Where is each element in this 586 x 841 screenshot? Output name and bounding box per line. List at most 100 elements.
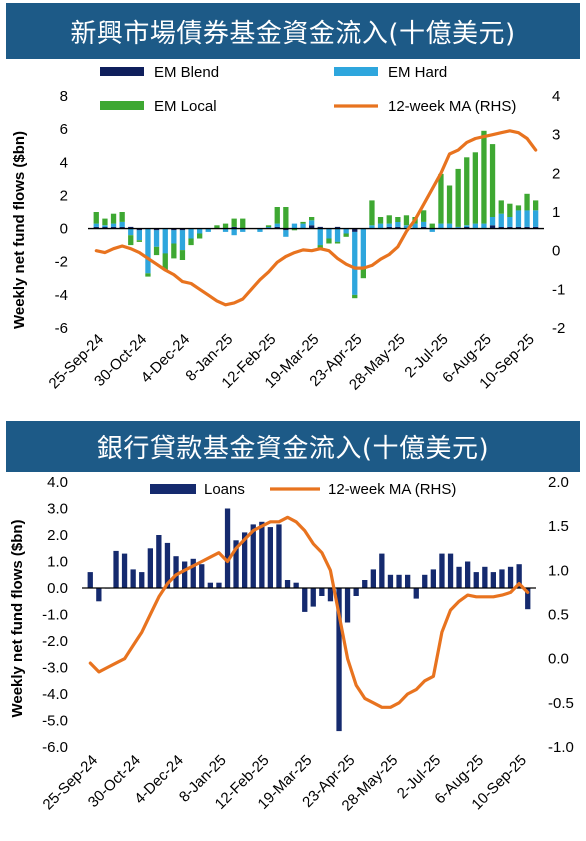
y2-tick-label: 0.0 [548, 651, 569, 668]
bar-loans [379, 553, 385, 588]
bar-em-local [309, 217, 315, 221]
ma-line [88, 515, 530, 709]
bar-loans [507, 566, 514, 588]
bar-em-local [438, 173, 444, 224]
bar-em-local [162, 253, 168, 270]
bar-em-hard [283, 230, 289, 237]
bar-loans [353, 588, 359, 596]
bar-em-local [360, 268, 366, 279]
bar-loans [156, 535, 162, 588]
bar-em-blend [334, 226, 341, 229]
bar-em-hard [309, 220, 315, 226]
bar-em-local [119, 212, 125, 222]
bar-loans [499, 569, 505, 588]
bar-em-blend [489, 225, 496, 229]
bar-em-hard [153, 230, 160, 247]
y-tick-label: -4.0 [42, 686, 68, 703]
bar-em-blend [102, 226, 108, 229]
bar-loans [147, 548, 153, 589]
bank-loan-flows-chart: -6.0 -5.0 -4.0 -3.0 -2.0 -1.0 0.0 1.0 2.0 3.0 4.0 -… [9, 474, 574, 815]
bar-em-hard [507, 217, 513, 227]
chart-title-em-bond-flows: 新興市場債券基金資金流入(十億美元) [6, 3, 580, 59]
bar-em-hard [136, 230, 142, 241]
bar-em-hard [438, 223, 444, 229]
bar-em-local [507, 203, 513, 217]
bar-em-hard [412, 223, 418, 229]
y2-tick-label: 1.0 [548, 562, 569, 579]
bar-loans [490, 572, 496, 588]
bar-em-local [395, 217, 401, 222]
y2-tick-label: -1.0 [548, 739, 574, 756]
bar-loans [113, 550, 119, 588]
bar-em-hard [128, 228, 134, 236]
bar-em-hard [533, 210, 539, 227]
bar-em-blend [128, 226, 134, 229]
bar-em-local [343, 233, 349, 237]
bar-loans [362, 580, 368, 588]
bar-loans [310, 588, 316, 607]
bar-loans [259, 521, 265, 589]
y-tick-label: 8 [60, 88, 68, 105]
bar-loans [284, 580, 291, 588]
bar-em-hard [119, 221, 125, 227]
bar-em-local [291, 228, 298, 231]
legend-label: 12-week MA (RHS) [328, 481, 456, 498]
bar-loans [473, 572, 479, 588]
bar-loans [405, 574, 411, 589]
bar-em-hard [395, 221, 401, 227]
bar-loans [525, 588, 531, 610]
y-tick-label: 4.0 [47, 474, 68, 491]
bar-em-local [326, 238, 332, 244]
bar-em-hard [257, 228, 263, 232]
bar-em-blend [93, 226, 99, 229]
bar-em-local [265, 225, 272, 227]
bar-em-hard [403, 225, 410, 229]
bar-loans [87, 572, 93, 588]
bar-em-hard [472, 223, 478, 229]
bar-em-local [446, 185, 453, 224]
bar-em-hard [343, 228, 349, 234]
bar-em-hard [265, 226, 272, 229]
bar-em-blend [507, 226, 513, 229]
y2-tick-label: -0.5 [548, 695, 574, 712]
bar-em-local [334, 241, 341, 244]
bar-loans [276, 524, 282, 588]
bar-loans [130, 569, 136, 588]
bar-loans [430, 569, 436, 588]
bar-loans [413, 588, 419, 599]
bar-em-local [128, 235, 134, 246]
bar-loans [139, 572, 145, 588]
legend-swatch [100, 101, 144, 110]
y-tick-label: 4 [60, 154, 68, 171]
bar-loans [250, 524, 256, 588]
bar-loans [447, 553, 454, 588]
bar-em-blend [283, 228, 289, 231]
bar-em-local [110, 213, 117, 224]
bar-em-hard [110, 223, 117, 227]
bar-em-hard [291, 223, 298, 229]
bar-em-local [369, 200, 375, 226]
legend-label: EM Hard [388, 64, 447, 81]
y-tick-label: -1.0 [42, 607, 68, 624]
bar-em-hard [369, 225, 375, 229]
legend-label: 12-week MA (RHS) [388, 98, 516, 115]
bar-loans [516, 564, 522, 588]
bar-em-blend [153, 228, 160, 231]
bar-loans [121, 553, 128, 588]
bar-em-hard [455, 226, 461, 229]
em-bond-flows-chart: -6 -4 -2 0 2 4 6 8 -2 -1 0 1 2 3 4 Weekly net fund flow… [11, 64, 565, 394]
bar-em-blend [352, 228, 358, 232]
bar-em-hard [429, 228, 435, 232]
bar-loans [456, 566, 462, 588]
bar-em-hard [171, 230, 177, 244]
bar-em-local [136, 240, 142, 242]
bar-loans [344, 588, 351, 623]
bar-em-local [377, 217, 384, 224]
bar-em-local [472, 152, 478, 224]
bar-em-hard [481, 223, 487, 229]
bar-em-hard [386, 223, 392, 227]
bar-em-blend [231, 226, 237, 229]
bar-em-local [231, 218, 237, 227]
y-axis-label: Weekly net fund flows ($bn) [11, 131, 28, 329]
bar-em-hard [326, 228, 332, 239]
